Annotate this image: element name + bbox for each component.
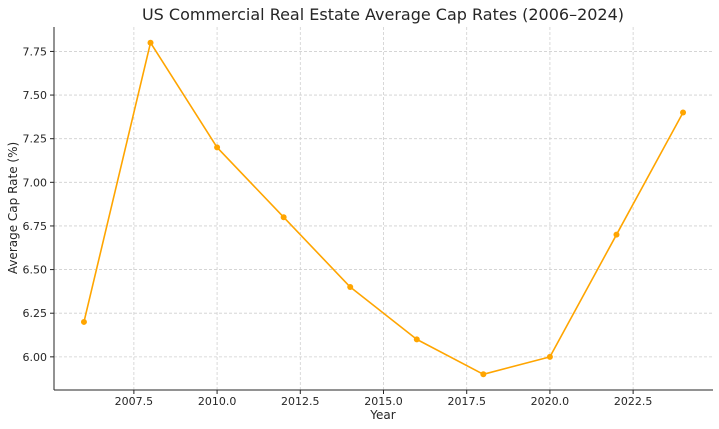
y-tick-label: 7.25 xyxy=(23,133,48,146)
chart-title: US Commercial Real Estate Average Cap Ra… xyxy=(142,5,624,24)
data-point xyxy=(80,318,87,325)
y-tick-label: 7.00 xyxy=(23,176,48,189)
y-tick-label: 6.00 xyxy=(23,351,48,364)
x-tick-label: 2015.0 xyxy=(364,395,403,408)
x-tick-label: 2022.5 xyxy=(614,395,653,408)
data-point xyxy=(480,371,487,378)
x-tick-label: 2017.5 xyxy=(447,395,486,408)
data-point xyxy=(613,231,620,238)
data-point xyxy=(214,144,221,151)
x-tick-label: 2007.5 xyxy=(115,395,154,408)
y-tick-label: 7.50 xyxy=(23,89,48,102)
x-tick-label: 2010.0 xyxy=(198,395,237,408)
data-point xyxy=(147,39,154,46)
data-point xyxy=(347,284,354,291)
series-line xyxy=(83,41,684,376)
x-axis-label: Year xyxy=(369,408,395,422)
series-layer xyxy=(80,39,687,378)
x-tick-label: 2020.0 xyxy=(531,395,570,408)
data-point xyxy=(546,353,553,360)
data-point xyxy=(680,109,687,116)
grid xyxy=(54,27,713,390)
data-point xyxy=(413,336,420,343)
data-point xyxy=(280,214,287,221)
tick-labels: 2007.5 2010.0 2012.5 2015.0 2017.5 2020.0 2022… xyxy=(23,45,653,408)
axes xyxy=(50,27,713,394)
y-tick-label: 7.75 xyxy=(23,45,48,58)
y-axis-label: Average Cap Rate (%) xyxy=(6,142,20,274)
x-tick-label: 2012.5 xyxy=(281,395,320,408)
y-tick-label: 6.50 xyxy=(23,264,48,277)
y-tick-label: 6.25 xyxy=(23,307,48,320)
y-tick-label: 6.75 xyxy=(23,220,48,233)
